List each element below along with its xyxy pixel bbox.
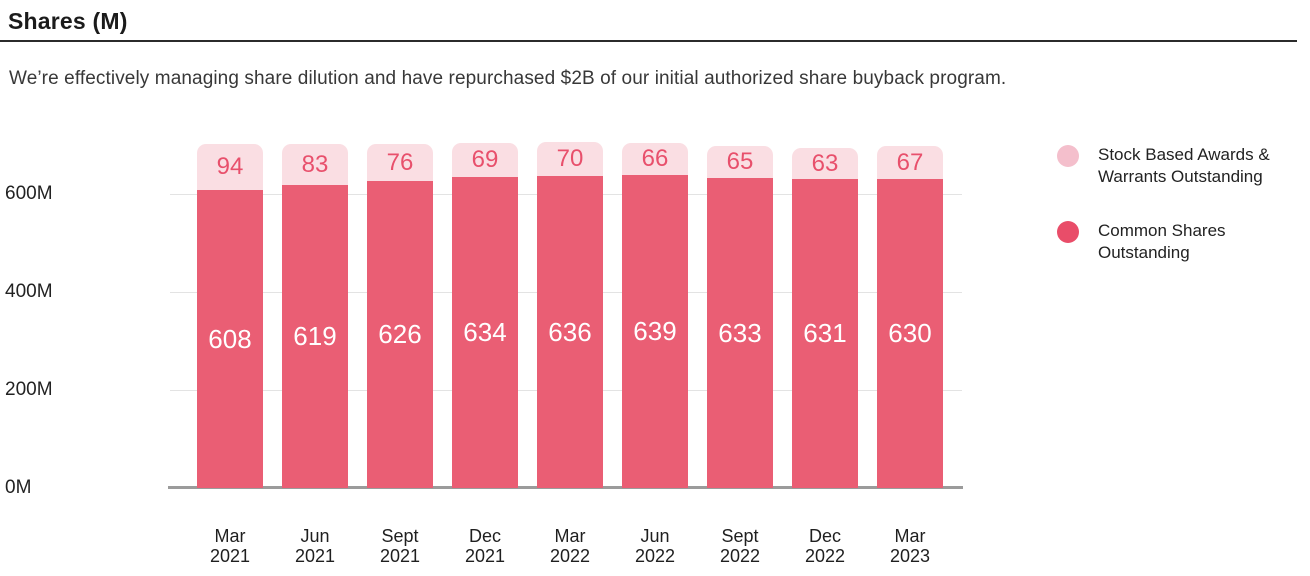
x-tick-year: 2022 bbox=[719, 546, 761, 566]
legend-label-line: Common Shares bbox=[1098, 221, 1226, 240]
chart-caption: We’re effectively managing share dilutio… bbox=[9, 68, 1007, 89]
common-shares-segment bbox=[707, 178, 773, 488]
legend-label: Common Shares Outstanding bbox=[1098, 220, 1310, 264]
x-tick-label: Sept 2022 bbox=[695, 526, 785, 566]
x-tick-month: Mar bbox=[894, 526, 926, 546]
stacked-bar: 94 608 bbox=[197, 144, 263, 488]
title-rule bbox=[0, 40, 1297, 42]
stacked-bar: 65 633 bbox=[707, 146, 773, 488]
common-value-label: 630 bbox=[888, 318, 932, 348]
x-tick-label: Mar 2023 bbox=[865, 526, 955, 566]
y-tick-label: 0M bbox=[5, 477, 32, 498]
legend-swatch-circle-icon bbox=[1057, 221, 1079, 243]
common-value-label: 636 bbox=[548, 316, 592, 347]
common-shares-segment bbox=[197, 190, 263, 488]
legend-label-line: Outstanding bbox=[1098, 243, 1190, 262]
stacked-bar: 70 636 bbox=[537, 142, 603, 488]
common-value-label: 631 bbox=[803, 318, 847, 348]
x-tick-month: Jun bbox=[300, 526, 330, 546]
x-tick-month: Dec bbox=[808, 526, 841, 546]
awards-value-label: 63 bbox=[811, 149, 839, 177]
x-tick-month: Mar bbox=[554, 526, 586, 546]
x-tick-label: Mar 2022 bbox=[525, 526, 615, 566]
awards-value-label: 69 bbox=[471, 146, 499, 173]
common-shares-segment bbox=[367, 181, 433, 488]
awards-value-label: 70 bbox=[556, 145, 584, 172]
awards-value-label: 66 bbox=[641, 145, 669, 172]
common-shares-segment bbox=[877, 179, 943, 488]
awards-value-label: 67 bbox=[896, 148, 924, 176]
stacked-bar: 69 634 bbox=[452, 143, 518, 488]
x-tick-year: 2022 bbox=[549, 546, 591, 566]
x-tick-label: Dec 2021 bbox=[440, 526, 530, 566]
common-value-label: 639 bbox=[633, 316, 677, 346]
common-shares-segment bbox=[622, 175, 688, 488]
common-shares-segment bbox=[537, 176, 603, 488]
awards-value-label: 94 bbox=[216, 153, 244, 180]
stacked-bar: 67 630 bbox=[877, 146, 943, 488]
x-tick-year: 2023 bbox=[889, 546, 931, 566]
common-value-label: 619 bbox=[293, 321, 337, 351]
legend-label-line: Stock Based Awards & bbox=[1098, 145, 1270, 164]
x-tick-label: Jun 2022 bbox=[610, 526, 700, 566]
awards-value-label: 65 bbox=[726, 148, 754, 175]
x-tick-label: Sept 2021 bbox=[355, 526, 445, 566]
x-tick-month: Mar bbox=[214, 526, 246, 546]
x-tick-year: 2021 bbox=[209, 546, 251, 566]
x-tick-month: Jun bbox=[640, 526, 670, 546]
x-tick-year: 2022 bbox=[634, 546, 676, 566]
x-tick-month: Dec bbox=[468, 526, 501, 546]
awards-value-label: 76 bbox=[386, 148, 414, 176]
legend-label: Stock Based Awards & Warrants Outstanding bbox=[1098, 144, 1310, 188]
common-value-label: 634 bbox=[463, 317, 507, 347]
stacked-bar: 76 626 bbox=[367, 144, 433, 488]
common-value-label: 633 bbox=[718, 317, 762, 348]
awards-value-label: 83 bbox=[301, 150, 329, 178]
legend-swatch-circle-icon bbox=[1057, 145, 1079, 167]
stacked-bar: 66 639 bbox=[622, 143, 688, 488]
x-tick-year: 2022 bbox=[804, 546, 846, 566]
x-tick-year: 2021 bbox=[379, 546, 421, 566]
common-shares-segment bbox=[282, 185, 348, 488]
common-shares-segment bbox=[452, 177, 518, 488]
common-shares-segment bbox=[792, 179, 858, 488]
common-value-label: 626 bbox=[378, 319, 422, 349]
common-value-label: 608 bbox=[208, 323, 252, 354]
legend-label-line: Warrants Outstanding bbox=[1098, 167, 1263, 186]
x-tick-year: 2021 bbox=[294, 546, 336, 566]
x-tick-month: Sept bbox=[721, 526, 759, 546]
x-tick-year: 2021 bbox=[464, 546, 506, 566]
x-tick-label: Jun 2021 bbox=[270, 526, 360, 566]
y-tick-label: 200M bbox=[5, 379, 53, 400]
stacked-bar: 83 619 bbox=[282, 144, 348, 488]
page-title: Shares (M) bbox=[8, 8, 128, 34]
y-tick-label: 600M bbox=[5, 183, 53, 204]
x-tick-month: Sept bbox=[381, 526, 419, 546]
stacked-bar: 63 631 bbox=[792, 148, 858, 488]
y-tick-label: 400M bbox=[5, 281, 53, 302]
x-tick-label: Dec 2022 bbox=[780, 526, 870, 566]
x-tick-label: Mar 2021 bbox=[185, 526, 275, 566]
